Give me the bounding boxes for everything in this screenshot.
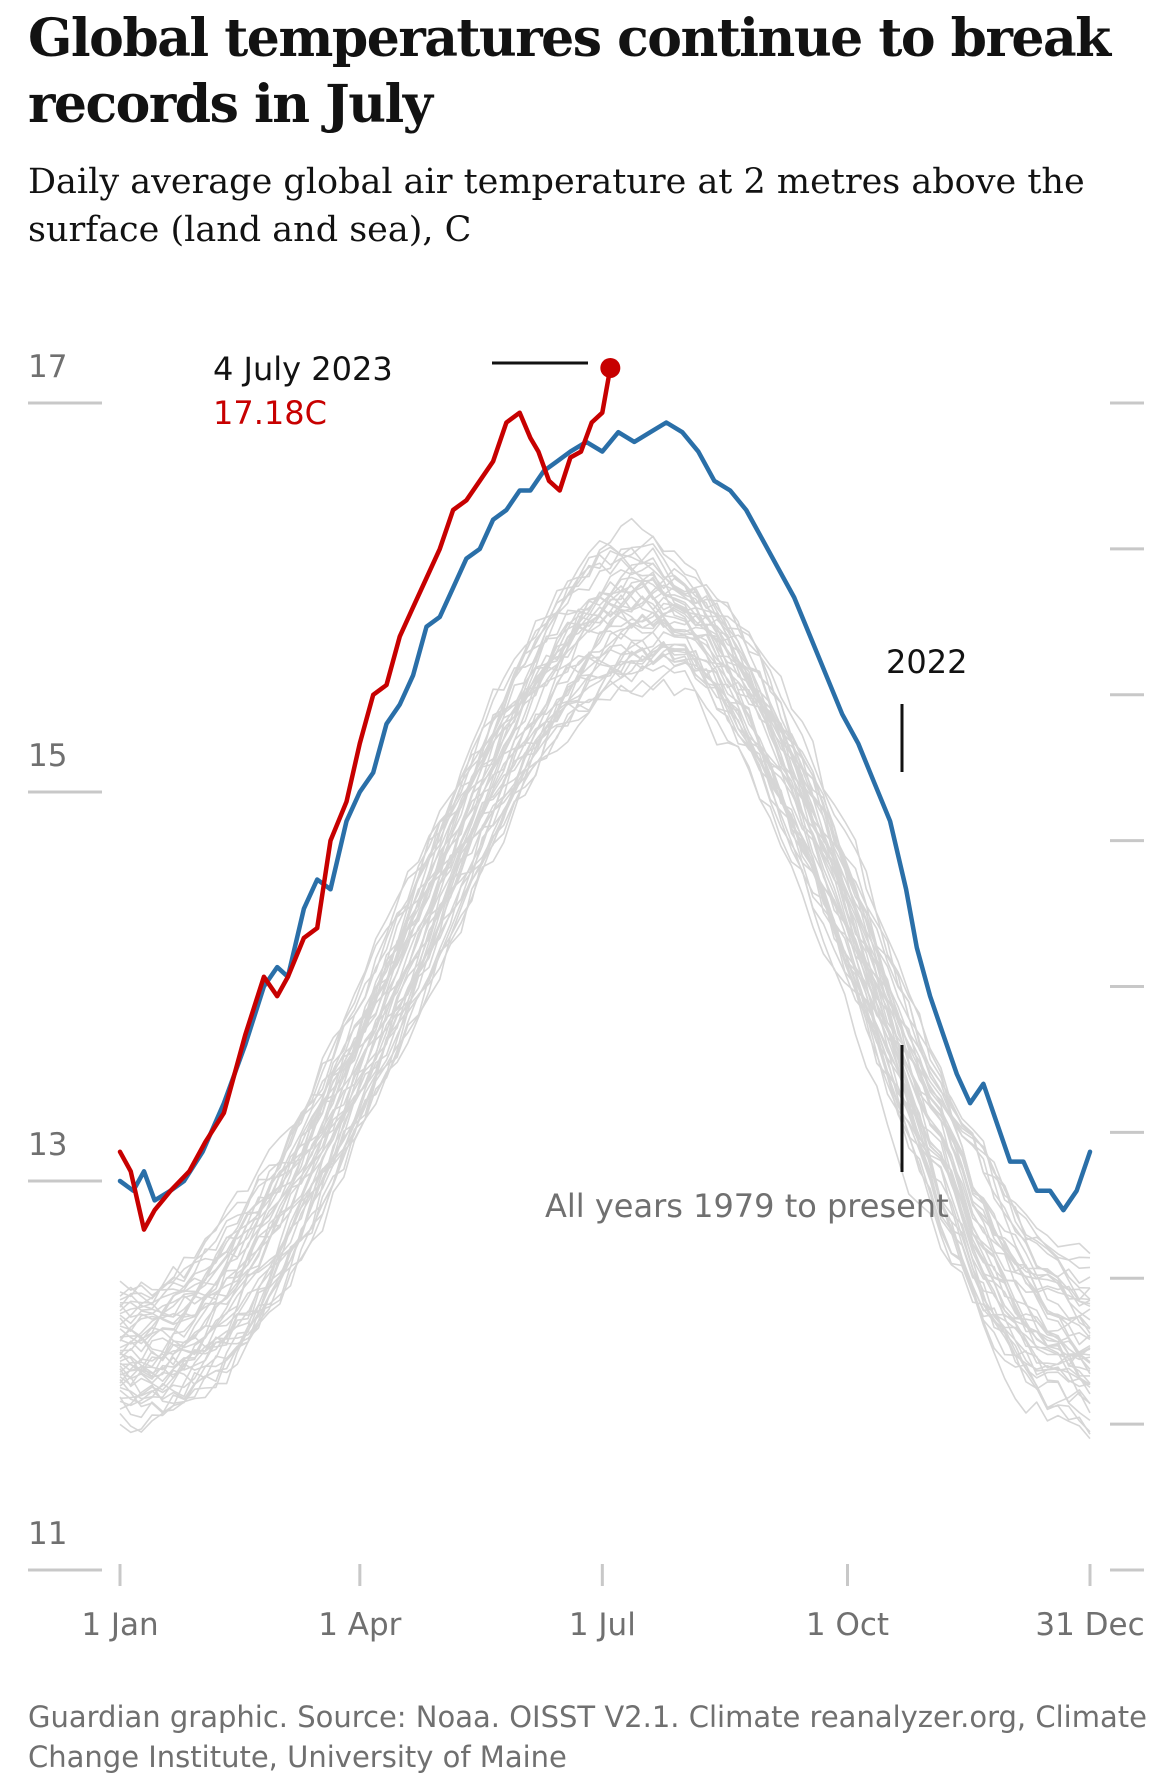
record-value-label: 17.18C xyxy=(213,394,327,432)
y-tick-label: 17 xyxy=(28,349,67,385)
background-year-line xyxy=(119,678,1091,1440)
background-year-line xyxy=(119,631,1091,1380)
background-year-line xyxy=(119,623,1091,1384)
chart-title: Global temperatures continue to break re… xyxy=(28,8,1111,135)
y-tick-label: 13 xyxy=(28,1127,67,1163)
year-2022-label: 2022 xyxy=(886,643,967,681)
series-line-2023 xyxy=(117,365,613,1232)
background-year-line xyxy=(119,540,1091,1312)
background-year-line xyxy=(119,602,1091,1375)
x-tick-label: 31 Dec xyxy=(1035,1607,1144,1643)
background-year-line xyxy=(119,609,1091,1386)
background-year-line xyxy=(119,562,1091,1326)
x-tick-label: 1 Jan xyxy=(81,1607,158,1643)
x-tick-label: 1 Apr xyxy=(318,1607,401,1643)
temperature-line-chart: 11 13 15 17 1 Jan 1 Apr 1 Jul 1 Oct 31 Dec 4 Ju… xyxy=(28,349,1145,1643)
source-credit: Guardian graphic. Source: Noaa. OISST V2… xyxy=(28,1700,1147,1774)
annotations: 4 July 2023 17.18C 2022 All years 1979 t… xyxy=(213,350,967,1225)
background-year-line xyxy=(119,618,1091,1384)
x-axis: 1 Jan 1 Apr 1 Jul 1 Oct 31 Dec xyxy=(81,1564,1145,1643)
background-year-line xyxy=(119,644,1091,1400)
record-date-label: 4 July 2023 xyxy=(213,350,393,388)
all-years-label: All years 1979 to present xyxy=(545,1187,949,1225)
highlighted-series xyxy=(117,357,1093,1232)
background-year-line xyxy=(119,543,1091,1320)
x-tick-label: 1 Oct xyxy=(806,1607,889,1643)
background-year-line xyxy=(119,595,1091,1345)
x-tick-label: 1 Jul xyxy=(569,1607,636,1643)
background-year-line xyxy=(119,547,1091,1310)
background-year-line xyxy=(119,662,1091,1419)
background-year-line xyxy=(119,664,1091,1435)
background-year-line xyxy=(119,517,1091,1301)
background-year-line xyxy=(119,571,1091,1318)
background-year-line xyxy=(119,613,1091,1388)
record-point xyxy=(600,357,621,378)
chart-subtitle: Daily average global air temperature at … xyxy=(28,162,1085,250)
background-year-line xyxy=(119,649,1091,1433)
background-year-line xyxy=(119,579,1091,1362)
y-gridlines: 11 13 15 17 xyxy=(28,349,1144,1572)
y-tick-label: 11 xyxy=(28,1516,67,1552)
background-year-line xyxy=(119,610,1091,1339)
all-years-lines xyxy=(119,517,1091,1440)
background-year-line xyxy=(119,610,1091,1386)
y-tick-label: 15 xyxy=(28,738,67,774)
